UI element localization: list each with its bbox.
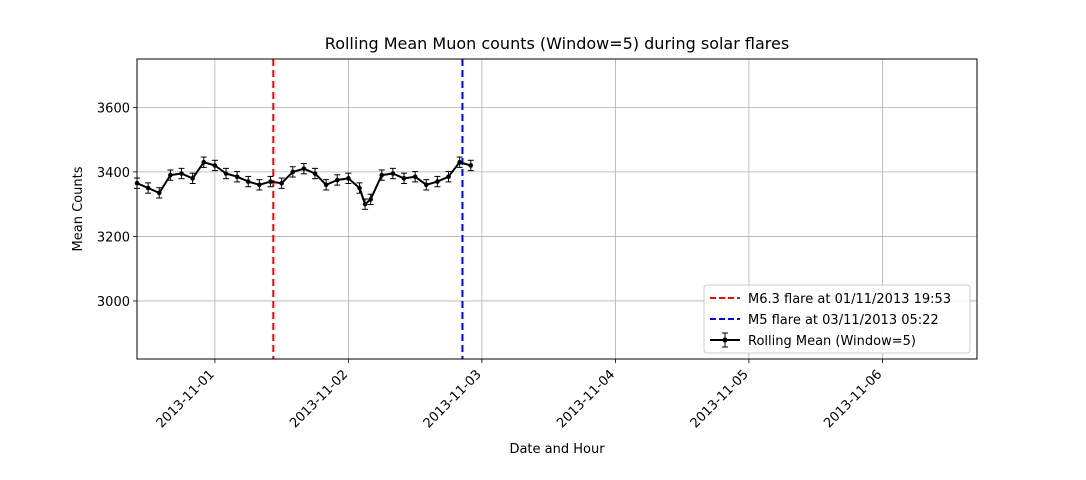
data-point [435, 179, 440, 184]
data-point [179, 171, 184, 176]
data-point [312, 171, 318, 176]
y-tick-label: 3400 [97, 166, 130, 181]
data-point [156, 190, 162, 196]
y-tick-label: 3600 [97, 101, 130, 116]
data-point [290, 169, 296, 175]
data-point [201, 159, 207, 165]
data-point [245, 179, 251, 184]
legend-label-rolling-mean: Rolling Mean (Window=5) [748, 334, 916, 349]
data-point [457, 159, 462, 165]
data-point [168, 172, 173, 178]
data-point [357, 185, 362, 191]
data-point [257, 182, 262, 188]
data-point [323, 182, 329, 188]
data-point [446, 174, 451, 180]
x-axis-label: Date and Hour [509, 442, 605, 457]
y-axis-label: Mean Counts [71, 166, 86, 251]
data-point [212, 163, 218, 168]
data-point [390, 171, 396, 176]
data-point [468, 163, 474, 168]
legend-label-m63: M6.3 flare at 01/11/2013 19:53 [748, 292, 951, 307]
y-tick-label: 3200 [97, 230, 130, 245]
data-point [279, 180, 284, 186]
data-point [190, 176, 195, 181]
data-point [234, 174, 240, 180]
data-point [145, 185, 151, 191]
data-point [301, 166, 307, 171]
legend: M6.3 flare at 01/11/2013 19:53 M5 flare … [703, 284, 971, 354]
data-point [423, 182, 429, 188]
legend-box [703, 284, 971, 354]
data-point [412, 174, 418, 180]
data-point [346, 176, 351, 181]
data-points [134, 159, 474, 207]
data-point [401, 176, 407, 181]
data-point [223, 171, 229, 176]
data-point [368, 197, 373, 202]
plot-area-frame [136, 58, 978, 360]
y-axis-ticks: 3000 3200 3400 3600 [97, 101, 137, 310]
y-tick-label: 3000 [97, 295, 130, 310]
legend-label-m5: M5 flare at 03/11/2013 05:22 [748, 313, 939, 328]
flare-lines [272, 59, 464, 359]
data-point [268, 179, 273, 184]
data-point [362, 201, 368, 207]
data-point [379, 172, 385, 178]
data-point [334, 177, 340, 183]
chart-title: Rolling Mean Muon counts (Window=5) duri… [325, 34, 789, 53]
